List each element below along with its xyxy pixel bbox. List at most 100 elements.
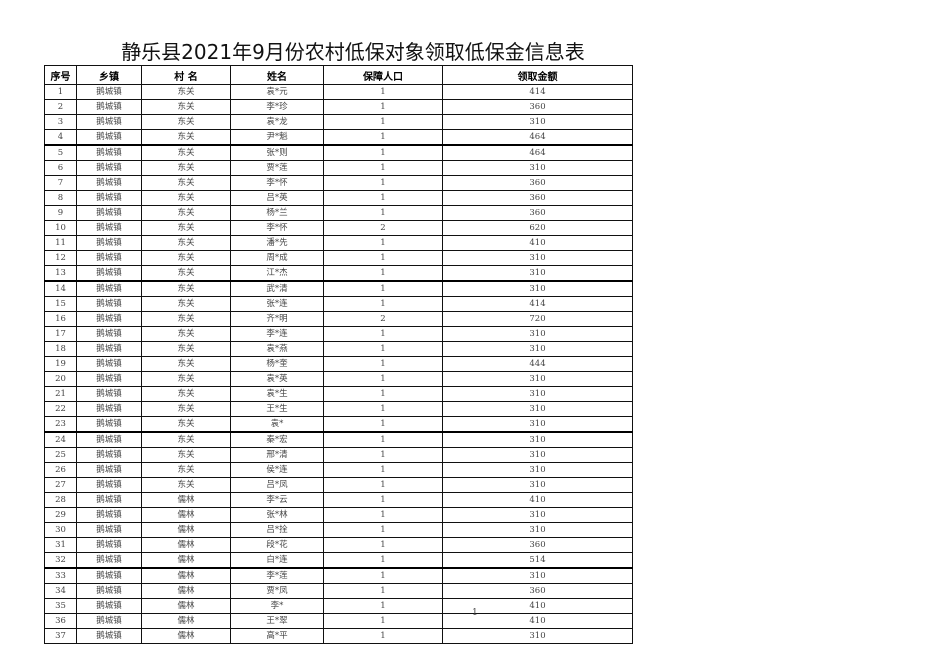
cell-amount: 310 — [442, 114, 633, 130]
cell-index: 19 — [44, 356, 77, 372]
cell-amount: 464 — [442, 129, 633, 146]
cell-population: 1 — [323, 401, 443, 417]
cell-index: 13 — [44, 265, 77, 282]
cell-population: 1 — [323, 583, 443, 599]
cell-amount: 310 — [442, 265, 633, 282]
cell-index: 24 — [44, 431, 77, 448]
table-row: 32 鹅城镇 儒林 白*连 1 514 — [44, 552, 633, 569]
cell-population: 1 — [323, 431, 443, 448]
header-name: 姓名 — [230, 65, 324, 85]
cell-village: 东关 — [141, 341, 231, 357]
cell-name: 李*莲 — [230, 567, 324, 584]
cell-village: 东关 — [141, 296, 231, 312]
cell-population: 1 — [323, 114, 443, 130]
table-row: 21 鹅城镇 东关 袁*生 1 310 — [44, 386, 633, 402]
cell-population: 1 — [323, 280, 443, 297]
table-row: 16 鹅城镇 东关 齐*明 2 720 — [44, 311, 633, 327]
cell-amount: 464 — [442, 144, 633, 161]
cell-amount: 310 — [442, 386, 633, 402]
cell-amount: 360 — [442, 99, 633, 115]
cell-name: 贾*凤 — [230, 583, 324, 599]
cell-amount: 310 — [442, 341, 633, 357]
cell-amount: 414 — [442, 84, 633, 100]
cell-amount: 310 — [442, 160, 633, 176]
cell-village: 儒林 — [141, 567, 231, 584]
cell-village: 东关 — [141, 250, 231, 266]
cell-amount: 410 — [442, 598, 633, 614]
cell-amount: 360 — [442, 175, 633, 191]
table-row: 31 鹅城镇 儒林 段*花 1 360 — [44, 537, 633, 553]
cell-index: 18 — [44, 341, 77, 357]
cell-population: 1 — [323, 160, 443, 176]
table-row: 9 鹅城镇 东关 杨*兰 1 360 — [44, 205, 633, 221]
cell-village: 东关 — [141, 129, 231, 146]
cell-village: 东关 — [141, 220, 231, 236]
cell-index: 35 — [44, 598, 77, 614]
cell-amount: 310 — [442, 431, 633, 448]
cell-population: 1 — [323, 537, 443, 553]
cell-amount: 360 — [442, 190, 633, 206]
cell-township: 鹅城镇 — [76, 583, 142, 599]
cell-name: 潘*先 — [230, 235, 324, 251]
cell-township: 鹅城镇 — [76, 114, 142, 130]
cell-township: 鹅城镇 — [76, 265, 142, 282]
cell-township: 鹅城镇 — [76, 371, 142, 387]
cell-index: 3 — [44, 114, 77, 130]
cell-population: 1 — [323, 296, 443, 312]
cell-township: 鹅城镇 — [76, 416, 142, 433]
cell-township: 鹅城镇 — [76, 401, 142, 417]
cell-village: 东关 — [141, 84, 231, 100]
cell-population: 1 — [323, 84, 443, 100]
cell-township: 鹅城镇 — [76, 386, 142, 402]
cell-name: 江*杰 — [230, 265, 324, 282]
cell-population: 1 — [323, 235, 443, 251]
cell-amount: 410 — [442, 492, 633, 508]
cell-township: 鹅城镇 — [76, 175, 142, 191]
cell-index: 25 — [44, 447, 77, 463]
cell-name: 武*清 — [230, 280, 324, 297]
table-row: 12 鹅城镇 东关 周*成 1 310 — [44, 250, 633, 266]
header-amount: 领取金额 — [442, 65, 633, 85]
cell-township: 鹅城镇 — [76, 598, 142, 614]
benefit-table: 序号 乡镇 村 名 姓名 保障人口 领取金额 1 鹅城镇 东关 袁*元 1 414 2 鹅城镇… — [44, 65, 633, 644]
cell-village: 东关 — [141, 205, 231, 221]
cell-index: 27 — [44, 477, 77, 493]
cell-index: 11 — [44, 235, 77, 251]
cell-population: 1 — [323, 628, 443, 644]
cell-name: 袁* — [230, 416, 324, 433]
cell-index: 7 — [44, 175, 77, 191]
cell-village: 东关 — [141, 265, 231, 282]
cell-township: 鹅城镇 — [76, 507, 142, 523]
cell-village: 儒林 — [141, 492, 231, 508]
cell-village: 儒林 — [141, 613, 231, 629]
cell-population: 1 — [323, 175, 443, 191]
cell-name: 袁*生 — [230, 386, 324, 402]
cell-name: 吕*英 — [230, 190, 324, 206]
table-row: 15 鹅城镇 东关 张*连 1 414 — [44, 296, 633, 312]
cell-township: 鹅城镇 — [76, 552, 142, 569]
cell-index: 2 — [44, 99, 77, 115]
cell-index: 14 — [44, 280, 77, 297]
table-body: 1 鹅城镇 东关 袁*元 1 414 2 鹅城镇 东关 李*珍 1 360 3 鹅城镇 东关 袁*龙 1 310 4… — [44, 84, 633, 644]
cell-village: 东关 — [141, 280, 231, 297]
cell-population: 1 — [323, 477, 443, 493]
cell-village: 儒林 — [141, 583, 231, 599]
cell-amount: 410 — [442, 613, 633, 629]
cell-population: 1 — [323, 371, 443, 387]
cell-population: 1 — [323, 462, 443, 478]
cell-amount: 310 — [442, 477, 633, 493]
cell-index: 37 — [44, 628, 77, 644]
cell-name: 贾*莲 — [230, 160, 324, 176]
cell-name: 王*翠 — [230, 613, 324, 629]
cell-index: 15 — [44, 296, 77, 312]
cell-township: 鹅城镇 — [76, 205, 142, 221]
header-index: 序号 — [44, 65, 77, 85]
table-header-row: 序号 乡镇 村 名 姓名 保障人口 领取金额 — [44, 65, 633, 85]
cell-township: 鹅城镇 — [76, 356, 142, 372]
cell-population: 1 — [323, 552, 443, 569]
cell-township: 鹅城镇 — [76, 522, 142, 538]
cell-township: 鹅城镇 — [76, 160, 142, 176]
cell-township: 鹅城镇 — [76, 477, 142, 493]
cell-village: 东关 — [141, 401, 231, 417]
cell-township: 鹅城镇 — [76, 462, 142, 478]
